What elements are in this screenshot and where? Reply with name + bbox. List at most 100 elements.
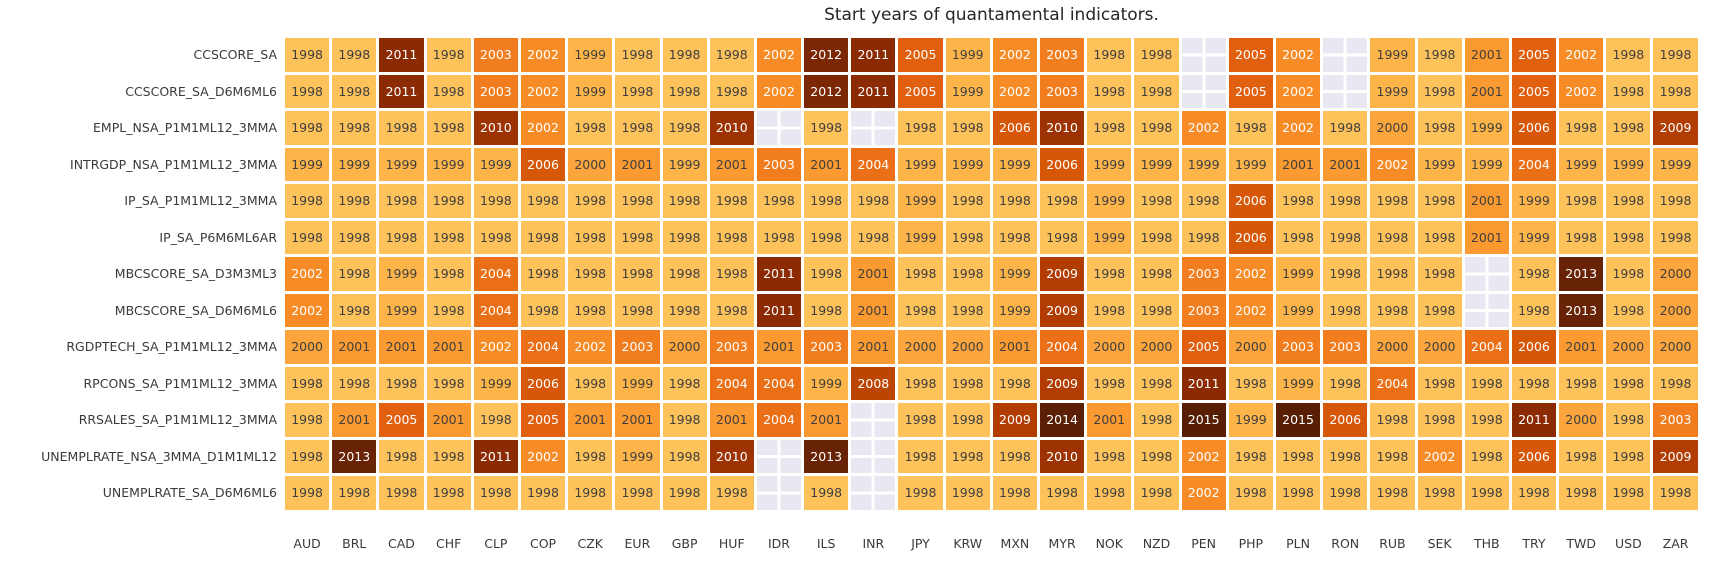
heatmap-cell: 1999 (1228, 147, 1273, 181)
heatmap-cell: 1998 (1559, 439, 1604, 473)
heatmap-cell: 1998 (426, 257, 471, 291)
heatmap-cell: 1998 (1134, 476, 1179, 510)
heatmap-cell: 1998 (520, 257, 566, 291)
heatmap-cell: 1998 (426, 220, 471, 254)
heatmap-cell: 1998 (1134, 74, 1179, 108)
heatmap-cell: 1998 (1417, 111, 1462, 145)
col-label: CZK (577, 536, 603, 551)
heatmap-cell: 1998 (1087, 293, 1132, 327)
heatmap-cell: 1999 (945, 74, 990, 108)
heatmap-cell: 1998 (520, 293, 566, 327)
heatmap-cell: 2002 (1370, 147, 1415, 181)
heatmap-cell: 2003 (804, 330, 849, 364)
heatmap-cell: 1998 (1370, 476, 1415, 510)
heatmap-cell: 1999 (1134, 147, 1179, 181)
heatmap-cell: 2010 (1040, 111, 1085, 145)
heatmap-cell: 2002 (756, 74, 802, 108)
heatmap-cell: 1998 (1653, 38, 1698, 72)
row-label: MBCSCORE_SA_D3M3ML3 (114, 266, 277, 281)
heatmap-cell: 1998 (1511, 366, 1557, 400)
heatmap-cell: 1998 (804, 111, 849, 145)
heatmap-cell: 1998 (662, 293, 707, 327)
row-label: RRSALES_SA_P1M1ML12_3MMA (78, 412, 277, 427)
heatmap-cell: 1998 (945, 476, 990, 510)
heatmap-cell: 1998 (709, 220, 754, 254)
heatmap-cell: 2009 (1653, 111, 1698, 145)
heatmap-empty-cell (851, 439, 896, 473)
heatmap-cell: 2001 (1464, 38, 1509, 72)
heatmap-cell: 1998 (568, 293, 613, 327)
heatmap-cell: 2008 (851, 366, 896, 400)
heatmap-cell: 1999 (1417, 147, 1462, 181)
row-label: IP_SA_P6M6ML6AR (159, 229, 277, 245)
heatmap-cell: 2001 (851, 330, 896, 364)
heatmap-cell: 2002 (520, 111, 566, 145)
heatmap-cell: 1998 (1134, 403, 1179, 437)
heatmap-cell: 1998 (332, 257, 377, 291)
col-label: PLN (1286, 536, 1310, 551)
heatmap-cell: 2004 (1511, 147, 1557, 181)
row-label: UNEMPLRATE_NSA_3MMA_D1M1ML12 (41, 448, 277, 464)
heatmap-cell: 1998 (615, 476, 660, 510)
heatmap-cell: 1998 (426, 184, 471, 218)
heatmap-cell: 1998 (285, 184, 330, 218)
heatmap-cell: 2006 (520, 147, 566, 181)
heatmap-cell: 2001 (426, 403, 471, 437)
heatmap-cell: 1998 (1228, 366, 1273, 400)
heatmap-cell: 2003 (1181, 293, 1226, 327)
chart-title: Start years of quantamental indicators. (824, 5, 1159, 25)
heatmap-cell: 2002 (1181, 476, 1226, 510)
row-label: EMPL_NSA_P1M1ML12_3MMA (93, 120, 277, 135)
col-label: BRL (342, 536, 367, 551)
heatmap-cell: 1998 (662, 439, 707, 473)
heatmap-cell: 1998 (615, 293, 660, 327)
col-label: NZD (1142, 536, 1171, 551)
col-label: INR (862, 536, 885, 551)
heatmap-cell: 2002 (568, 330, 613, 364)
heatmap-cell: 2001 (1275, 147, 1321, 181)
heatmap-cell: 1998 (1181, 184, 1226, 218)
heatmap-cell: 1998 (285, 220, 330, 254)
heatmap-cell: 1998 (992, 184, 1037, 218)
heatmap-cell: 1998 (898, 366, 943, 400)
col-label: ILS (816, 536, 836, 551)
heatmap-cell: 1999 (1228, 403, 1273, 437)
heatmap-cell: 2001 (379, 330, 424, 364)
heatmap-cell: 1998 (615, 111, 660, 145)
heatmap-cell: 2004 (1370, 366, 1415, 400)
heatmap-cell: 2001 (332, 330, 377, 364)
heatmap-cell: 1998 (379, 184, 424, 218)
heatmap-cell: 1999 (1087, 220, 1132, 254)
heatmap-empty-cell (851, 476, 896, 510)
heatmap-cell: 2002 (520, 439, 566, 473)
heatmap-cell: 2011 (379, 38, 424, 72)
col-label: TRY (1522, 536, 1546, 551)
heatmap-cell: 2015 (1181, 403, 1226, 437)
heatmap-cell: 1998 (379, 439, 424, 473)
heatmap-cell: 1998 (1087, 366, 1132, 400)
heatmap-cell: 1999 (1181, 147, 1226, 181)
heatmap-cell: 2000 (285, 330, 330, 364)
heatmap-cell: 1998 (568, 111, 613, 145)
heatmap-cell: 1998 (1653, 184, 1698, 218)
heatmap-cell: 1998 (1323, 476, 1368, 510)
heatmap-cell: 1998 (1559, 184, 1604, 218)
heatmap-cell: 1998 (1228, 439, 1273, 473)
col-label: SEK (1427, 536, 1452, 551)
col-label: JPY (911, 536, 930, 551)
heatmap-cell: 2002 (1275, 74, 1321, 108)
heatmap-cell: 1998 (285, 476, 330, 510)
heatmap-cell: 2001 (1464, 220, 1509, 254)
heatmap-cell: 1998 (379, 476, 424, 510)
heatmap-cell: 1998 (1417, 38, 1462, 72)
heatmap-cell: 2011 (756, 257, 802, 291)
heatmap-cell: 1998 (473, 403, 518, 437)
heatmap-cell: 2002 (992, 74, 1037, 108)
heatmap-cell: 1998 (615, 257, 660, 291)
heatmap-cell: 1998 (1606, 184, 1651, 218)
heatmap-cell: 2011 (851, 38, 896, 72)
col-label: KRW (953, 536, 983, 551)
heatmap-cell: 1998 (992, 366, 1037, 400)
heatmap-cell: 2000 (1228, 330, 1273, 364)
col-label: IDR (767, 536, 790, 551)
